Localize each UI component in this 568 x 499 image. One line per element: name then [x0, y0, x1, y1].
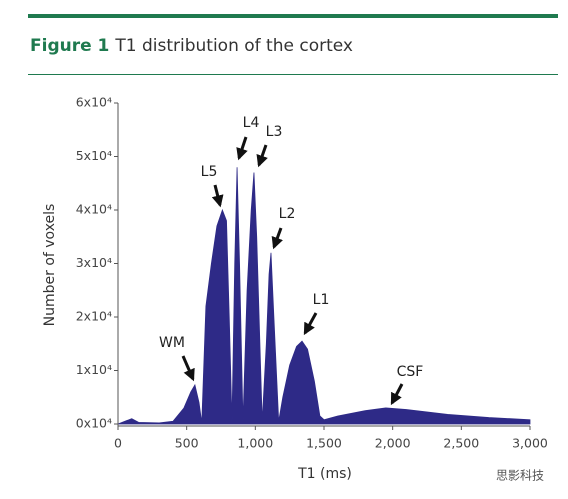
y-tick-label: 0x10⁴ — [76, 416, 112, 431]
x-tick-label: 2,000 — [375, 436, 411, 451]
annotation: L3 — [266, 124, 283, 140]
y-tick-label: 2x10⁴ — [76, 309, 112, 324]
figure-title: Figure 1 T1 distribution of the cortex — [30, 36, 353, 56]
annotation: L4 — [243, 115, 260, 131]
x-tick-label: 0 — [114, 436, 122, 451]
annotation: L5 — [201, 164, 218, 180]
y-axis-label: Number of voxels — [42, 204, 58, 327]
top-rule — [28, 14, 558, 18]
title-text: T1 distribution of the cortex — [114, 36, 353, 56]
annotation: L2 — [279, 206, 296, 222]
x-tick-label: 500 — [175, 436, 199, 451]
annotation: CSF — [397, 364, 424, 380]
annotation-arrow — [256, 144, 268, 168]
y-tick-label: 5x10⁴ — [76, 148, 112, 163]
y-tick-label: 4x10⁴ — [76, 202, 112, 217]
watermark: 思影科技 — [496, 469, 544, 483]
figure-label: Figure 1 — [30, 36, 109, 56]
x-tick-label: 3,000 — [512, 436, 548, 451]
annotation-arrow — [181, 355, 195, 382]
x-axis-label: T1 (ms) — [297, 466, 352, 482]
x-tick-label: 2,500 — [443, 436, 479, 451]
annotation-arrow — [271, 227, 283, 250]
x-tick-label: 1,000 — [237, 436, 273, 451]
annotation-arrow — [236, 136, 248, 161]
annotation-arrow — [390, 383, 404, 406]
y-tick-label: 6x10⁴ — [76, 95, 112, 110]
y-tick-label: 1x10⁴ — [76, 362, 112, 377]
annotation: L1 — [313, 292, 330, 308]
annotation-arrow — [303, 312, 318, 336]
x-tick-label: 1,500 — [306, 436, 342, 451]
title-rule — [28, 74, 558, 75]
annotation: WM — [159, 335, 185, 351]
annotation-arrow — [211, 184, 224, 208]
distribution-area — [117, 167, 531, 425]
y-tick-label: 3x10⁴ — [76, 255, 112, 270]
